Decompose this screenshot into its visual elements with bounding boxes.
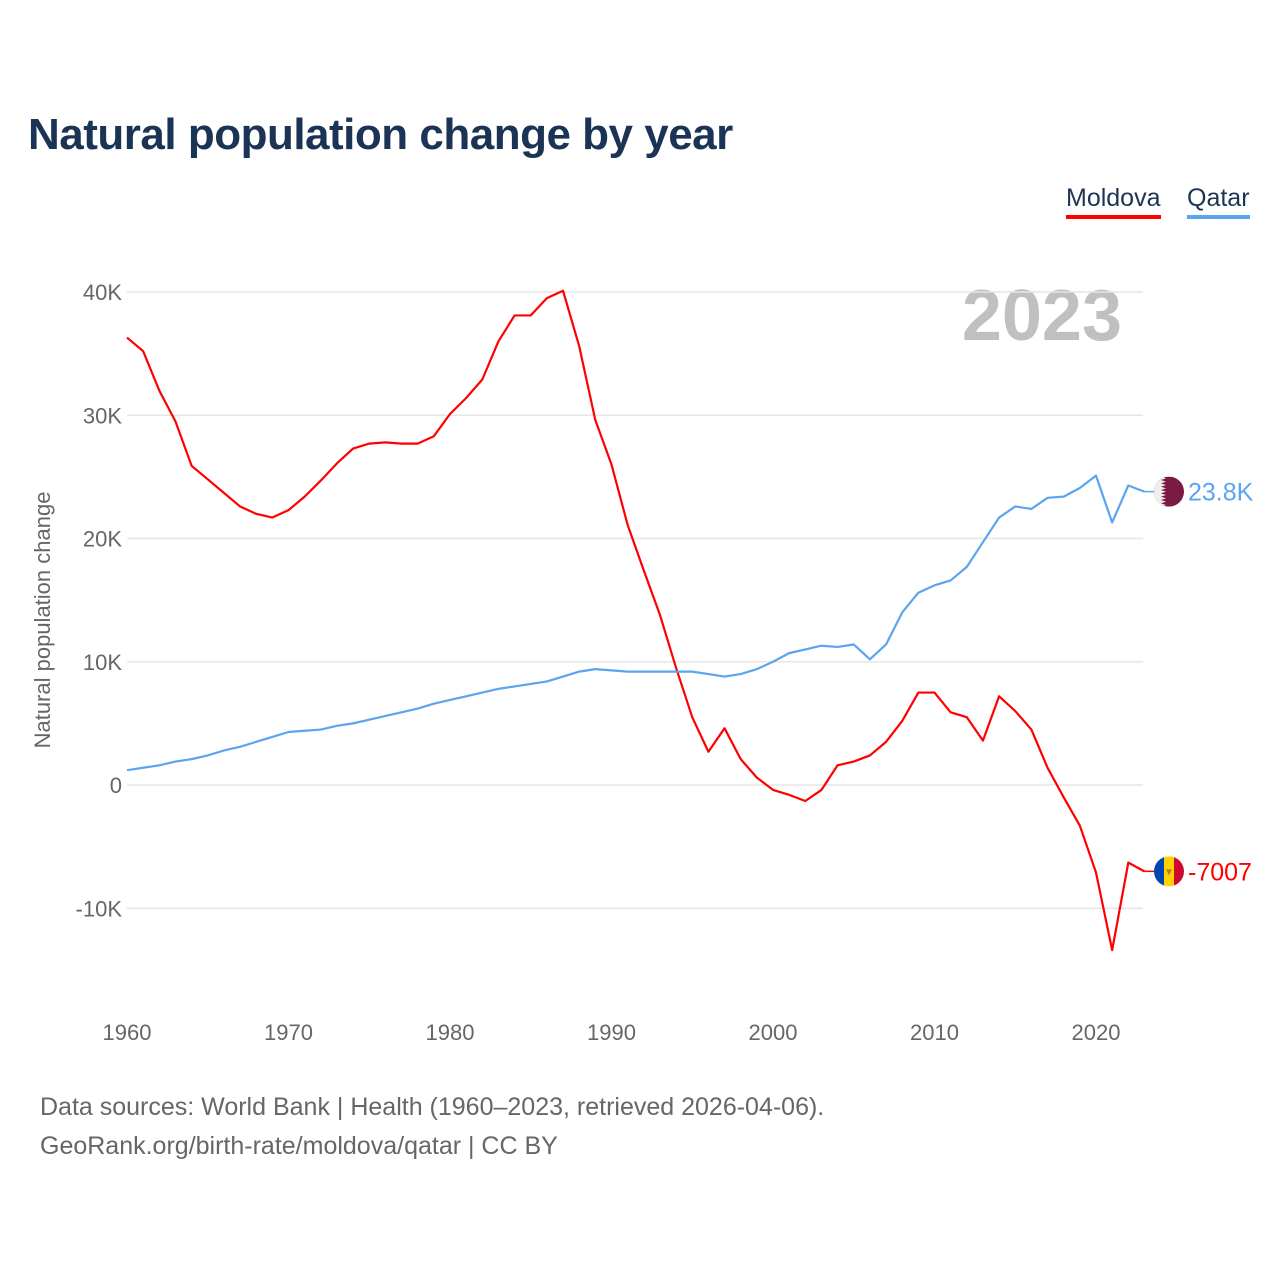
series-line-qatar — [126, 474, 1145, 772]
data-source-text: Data sources: World Bank | Health (1960–… — [40, 1093, 825, 1121]
x-tick-label: 2000 — [749, 1020, 798, 1045]
x-tick-label: 2010 — [910, 1020, 959, 1045]
moldova-flag-icon — [1154, 856, 1184, 887]
x-tick-label: 1990 — [587, 1020, 636, 1045]
y-tick-label: 10K — [83, 650, 122, 675]
source-link[interactable]: GeoRank.org/birth-rate/moldova/qatar | C… — [40, 1132, 558, 1160]
x-tick-label: 1960 — [103, 1020, 152, 1045]
series-line-moldova — [126, 289, 1145, 952]
chart-title: Natural population change by year — [28, 110, 733, 159]
x-tick-label: 1980 — [426, 1020, 475, 1045]
y-tick-label: -10K — [76, 896, 123, 921]
year-watermark: 2023 — [962, 276, 1122, 356]
end-value-label: -7007 — [1188, 858, 1252, 886]
legend-item-moldova[interactable]: Moldova — [1066, 184, 1161, 219]
y-tick-label: 30K — [83, 403, 122, 428]
x-tick-label: 1970 — [264, 1020, 313, 1045]
y-tick-label: 40K — [83, 280, 122, 305]
footer: Data sources: World Bank | Health (1960–… — [40, 1088, 824, 1166]
legend-item-qatar[interactable]: Qatar — [1187, 184, 1250, 219]
y-tick-label: 0 — [110, 773, 122, 798]
end-value-label: 23.8K — [1188, 479, 1254, 507]
qatar-flag-icon — [1154, 476, 1184, 507]
y-axis-label: Natural population change — [30, 492, 55, 749]
y-tick-label: 20K — [83, 527, 122, 552]
x-tick-label: 2020 — [1072, 1020, 1121, 1045]
